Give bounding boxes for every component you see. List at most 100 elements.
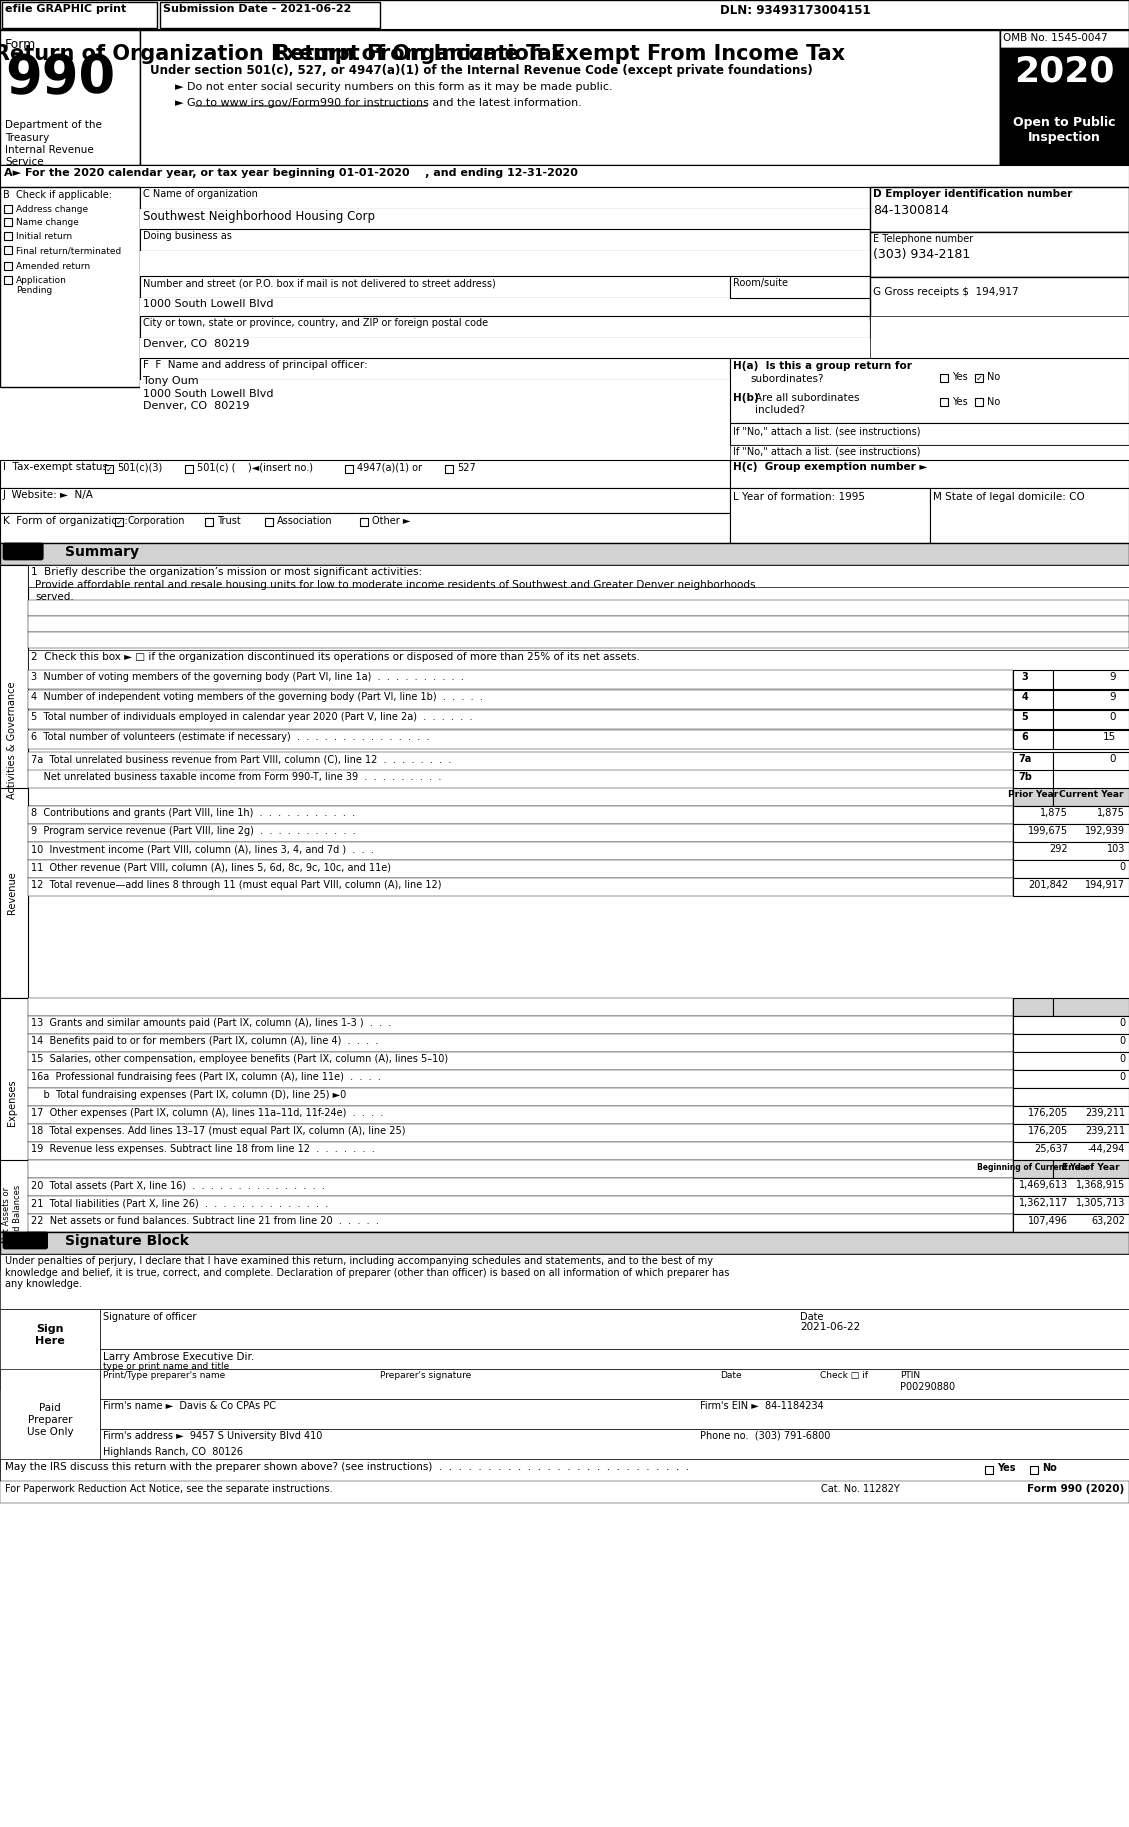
Bar [0, 565, 28, 904]
Bar [140, 29, 1000, 164]
Text: G Gross receipts $  194,917: G Gross receipts $ 194,917 [873, 287, 1018, 298]
Bar [1013, 691, 1053, 709]
Text: Service: Service [5, 157, 44, 166]
Bar [1053, 787, 1129, 806]
Bar [140, 358, 730, 380]
Bar [1013, 998, 1053, 1016]
Bar [1013, 806, 1129, 824]
Bar [984, 1465, 994, 1474]
Bar [1013, 824, 1129, 842]
Text: Net Assets or
Fund Balances: Net Assets or Fund Balances [2, 1184, 21, 1246]
Bar [5, 276, 12, 283]
Text: 239,211: 239,211 [1085, 1107, 1124, 1118]
Bar [100, 1368, 1129, 1399]
Text: 6  Total number of volunteers (estimate if necessary)  .  .  .  .  .  .  .  .  .: 6 Total number of volunteers (estimate i… [30, 733, 429, 742]
Text: Corporation: Corporation [126, 515, 184, 526]
Text: 199,675: 199,675 [1027, 826, 1068, 837]
Bar [975, 375, 983, 382]
Text: served.: served. [35, 592, 73, 603]
Bar [930, 488, 1129, 543]
Text: 10  Investment income (Part VIII, column (A), lines 3, 4, and 7d )  .  .  .: 10 Investment income (Part VIII, column … [30, 844, 374, 853]
Bar [1013, 731, 1053, 749]
Bar [140, 186, 870, 208]
Bar [0, 1253, 1129, 1308]
Bar [28, 1071, 1013, 1089]
Bar [0, 1368, 100, 1489]
Text: type or print name and title: type or print name and title [103, 1361, 229, 1370]
Bar [0, 164, 1129, 186]
Text: Current Year: Current Year [1059, 789, 1123, 798]
Bar [0, 1308, 100, 1389]
Text: 6: 6 [1022, 733, 1029, 742]
Text: 14  Benefits paid to or for members (Part IX, column (A), line 4)  .  .  .  .: 14 Benefits paid to or for members (Part… [30, 1036, 378, 1047]
Text: (303) 934-2181: (303) 934-2181 [873, 248, 970, 261]
Bar [28, 1124, 1013, 1142]
Text: D Employer identification number: D Employer identification number [873, 188, 1073, 199]
Bar [1013, 769, 1053, 789]
Bar [1013, 1105, 1129, 1124]
Bar [1053, 691, 1129, 709]
Text: Provide affordable rental and resale housing units for low to moderate income re: Provide affordable rental and resale hou… [35, 579, 755, 590]
Text: 18  Total expenses. Add lines 13–17 (must equal Part IX, column (A), line 25): 18 Total expenses. Add lines 13–17 (must… [30, 1125, 405, 1136]
Bar [345, 466, 353, 473]
Text: 990: 990 [5, 51, 115, 104]
Text: End of Year: End of Year [1062, 1164, 1120, 1171]
Text: 5  Total number of individuals employed in calendar year 2020 (Part V, line 2a) : 5 Total number of individuals employed i… [30, 713, 473, 722]
Text: Internal Revenue: Internal Revenue [5, 144, 94, 155]
Bar [1053, 671, 1129, 689]
Text: 7a  Total unrelated business revenue from Part VIII, column (C), line 12  .  .  : 7a Total unrelated business revenue from… [30, 755, 452, 764]
Bar [28, 1052, 1013, 1071]
Text: ► Go to www.irs.gov/Form990 for instructions and the latest information.: ► Go to www.irs.gov/Form990 for instruct… [175, 99, 581, 108]
Text: Signature of officer: Signature of officer [103, 1312, 196, 1323]
Text: 22  Net assets or fund balances. Subtract line 21 from line 20  .  .  .  .  .: 22 Net assets or fund balances. Subtract… [30, 1217, 379, 1226]
Bar [1053, 1160, 1129, 1178]
Bar [1030, 1465, 1038, 1474]
Text: H(a)  Is this a group return for: H(a) Is this a group return for [733, 362, 912, 371]
Text: 7b: 7b [1018, 773, 1032, 782]
Text: Denver, CO  80219: Denver, CO 80219 [143, 340, 250, 349]
Text: 192,939: 192,939 [1085, 826, 1124, 837]
Bar [1000, 29, 1129, 48]
Text: Initial return: Initial return [16, 232, 72, 241]
Text: 7a: 7a [1018, 755, 1032, 764]
Bar [0, 186, 140, 387]
Text: City or town, state or province, country, and ZIP or foreign postal code: City or town, state or province, country… [143, 318, 488, 329]
Bar [1000, 48, 1129, 97]
Text: Treasury: Treasury [5, 133, 50, 143]
Bar [870, 316, 1129, 358]
Text: Paid
Preparer
Use Only: Paid Preparer Use Only [27, 1403, 73, 1436]
Text: No: No [987, 373, 1000, 382]
Bar [28, 769, 1013, 789]
Bar [28, 998, 1013, 1016]
Bar [1000, 97, 1129, 164]
Text: Room/suite: Room/suite [733, 278, 788, 289]
Text: Date: Date [800, 1312, 823, 1323]
Bar [1013, 1160, 1053, 1178]
Text: b  Total fundraising expenses (Part IX, column (D), line 25) ►0: b Total fundraising expenses (Part IX, c… [30, 1091, 347, 1100]
Text: ✓: ✓ [105, 464, 113, 473]
Bar [100, 1308, 1129, 1348]
Text: 3  Number of voting members of the governing body (Part VI, line 1a)  .  .  .  .: 3 Number of voting members of the govern… [30, 672, 464, 681]
Text: included?: included? [755, 406, 805, 415]
Bar [140, 228, 870, 250]
Text: 9: 9 [1110, 672, 1115, 681]
Bar [730, 488, 930, 543]
Bar [1000, 29, 1129, 164]
Text: Under section 501(c), 527, or 4947(a)(1) of the Internal Revenue Code (except pr: Under section 501(c), 527, or 4947(a)(1)… [150, 64, 813, 77]
Text: E Telephone number: E Telephone number [873, 234, 973, 245]
Text: Final return/terminated: Final return/terminated [16, 247, 121, 256]
Text: No: No [987, 396, 1000, 407]
Bar [28, 711, 1013, 729]
Bar [140, 380, 730, 460]
Bar [1013, 1197, 1129, 1213]
Text: Expenses: Expenses [7, 1080, 17, 1125]
Bar [445, 466, 453, 473]
Text: 527: 527 [457, 462, 475, 473]
Text: Yes: Yes [952, 373, 968, 382]
Bar [140, 208, 870, 228]
Bar [5, 232, 12, 239]
Text: For Paperwork Reduction Act Notice, see the separate instructions.: For Paperwork Reduction Act Notice, see … [5, 1484, 333, 1494]
Text: Larry Ambrose Executive Dir.: Larry Ambrose Executive Dir. [103, 1352, 254, 1361]
Text: Yes: Yes [997, 1463, 1015, 1473]
Bar [28, 1160, 1013, 1178]
